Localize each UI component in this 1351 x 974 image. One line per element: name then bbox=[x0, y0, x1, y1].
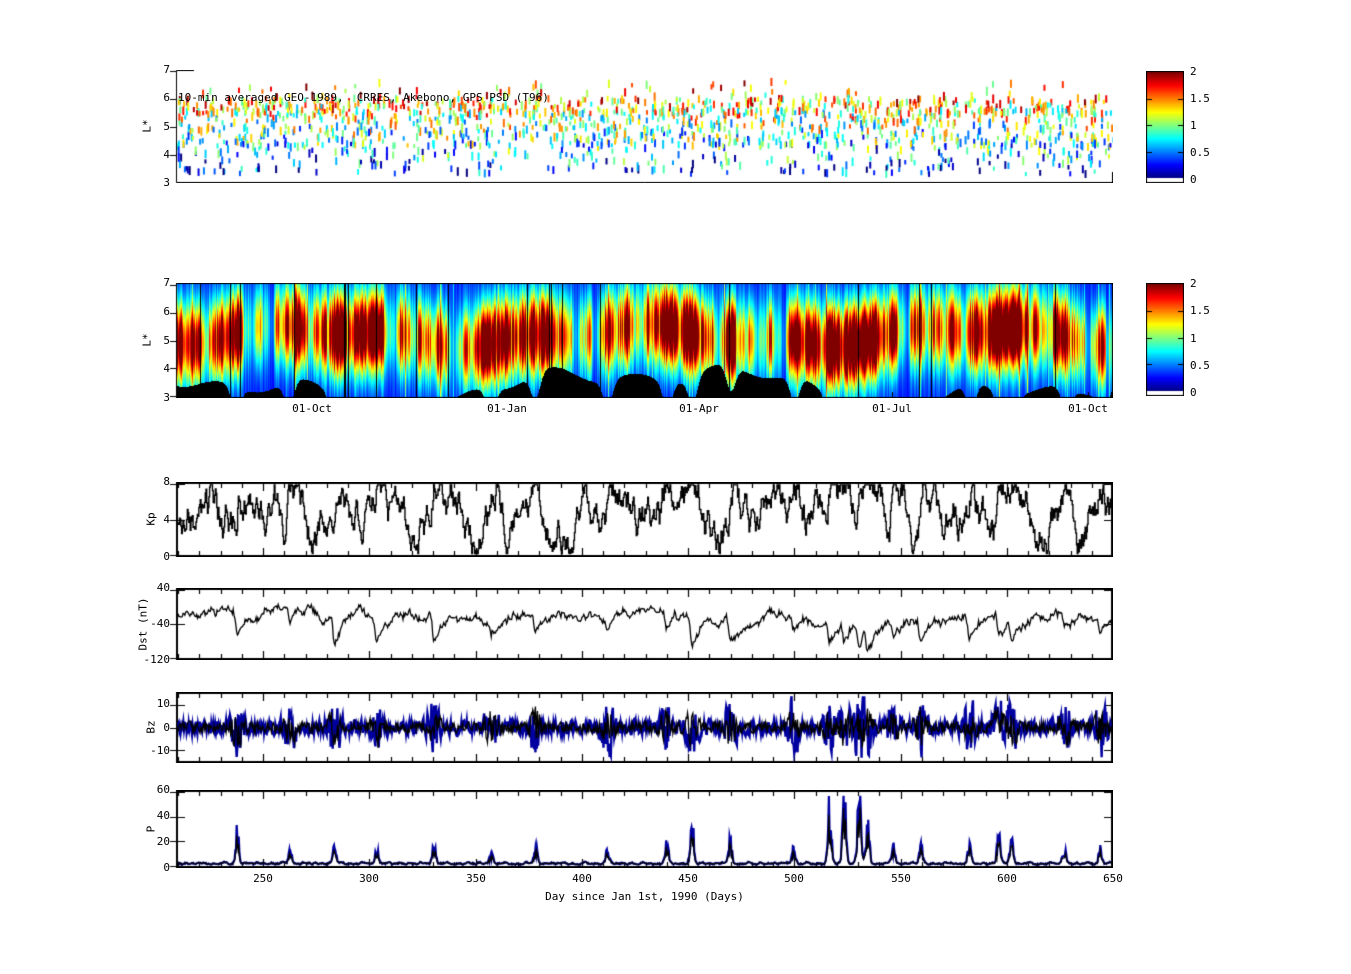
ytick-lstar2-7: 7 bbox=[163, 276, 170, 289]
p-panel bbox=[164, 790, 1113, 868]
colorbar2-tick-0: 0 bbox=[1190, 386, 1197, 399]
date-tick-01-Jul: 01-Jul bbox=[872, 402, 912, 415]
ytick-lstar2-3: 3 bbox=[163, 391, 170, 404]
kp-panel bbox=[164, 482, 1113, 557]
ytick-lstar2-6: 6 bbox=[163, 305, 170, 318]
ytick-dst--120: -120 bbox=[143, 653, 171, 666]
dst-panel bbox=[164, 588, 1113, 660]
date-tick-01-Jan: 01-Jan bbox=[487, 402, 527, 415]
day-tick-650: 650 bbox=[1103, 872, 1123, 885]
colorbar-middle bbox=[1146, 283, 1184, 396]
ytick-dst-40: 40 bbox=[156, 581, 170, 594]
ytick-lstar-3: 3 bbox=[163, 176, 170, 189]
ytick-lstar-5: 5 bbox=[163, 120, 170, 133]
day-tick-350: 350 bbox=[466, 872, 486, 885]
date-tick-01-Oct: 01-Oct bbox=[292, 402, 332, 415]
colorbar2-tick-0.5: 0.5 bbox=[1190, 359, 1210, 372]
colorbar1-tick-0.5: 0.5 bbox=[1190, 146, 1210, 159]
day-tick-300: 300 bbox=[359, 872, 379, 885]
date-tick-01-Apr: 01-Apr bbox=[679, 402, 719, 415]
x-axis-title: Day since Jan 1st, 1990 (Days) bbox=[545, 890, 744, 903]
ytick-lstar2-5: 5 bbox=[163, 334, 170, 347]
colorbar-top bbox=[1146, 71, 1184, 183]
plot-title: 10-min averaged GEO-1989, CRRES, Akebono… bbox=[178, 91, 549, 104]
day-tick-450: 450 bbox=[678, 872, 698, 885]
colorbar1-tick-0: 0 bbox=[1190, 173, 1197, 186]
date-tick-01-Oct: 01-Oct bbox=[1068, 402, 1108, 415]
ylabel-bz: Bz bbox=[144, 720, 158, 734]
ytick-bz-10: 10 bbox=[156, 697, 170, 710]
bz-panel bbox=[164, 692, 1113, 763]
ytick-lstar-7: 7 bbox=[163, 63, 170, 76]
day-tick-600: 600 bbox=[997, 872, 1017, 885]
ytick-p-20: 20 bbox=[156, 835, 170, 848]
ytick-dst--40: -40 bbox=[150, 617, 170, 630]
ytick-p-0: 0 bbox=[163, 861, 170, 874]
day-tick-550: 550 bbox=[891, 872, 911, 885]
ytick-lstar2-4: 4 bbox=[163, 362, 170, 375]
day-tick-400: 400 bbox=[572, 872, 592, 885]
ylabel-kp: Kp bbox=[144, 512, 158, 526]
colorbar2-tick-1.5: 1.5 bbox=[1190, 304, 1210, 317]
ylabel-lstar-scatter: L* bbox=[140, 119, 154, 133]
ytick-p-40: 40 bbox=[156, 809, 170, 822]
ytick-bz--10: -10 bbox=[150, 744, 170, 757]
ylabel-dst: Dst (nT) bbox=[136, 597, 150, 651]
psd-scatter-panel bbox=[164, 70, 1113, 183]
ytick-kp-8: 8 bbox=[163, 475, 170, 488]
day-tick-500: 500 bbox=[784, 872, 804, 885]
colorbar1-tick-1.5: 1.5 bbox=[1190, 92, 1210, 105]
ytick-p-60: 60 bbox=[156, 783, 170, 796]
colorbar1-tick-2: 2 bbox=[1190, 65, 1197, 78]
colorbar2-tick-1: 1 bbox=[1190, 332, 1197, 345]
ytick-kp-4: 4 bbox=[163, 513, 170, 526]
ytick-lstar-4: 4 bbox=[163, 148, 170, 161]
ytick-lstar-6: 6 bbox=[163, 91, 170, 104]
ylabel-lstar-spectrogram: L* bbox=[140, 333, 154, 347]
ytick-kp-0: 0 bbox=[163, 550, 170, 563]
colorbar2-tick-2: 2 bbox=[1190, 277, 1197, 290]
ytick-bz-0: 0 bbox=[163, 721, 170, 734]
colorbar1-tick-1: 1 bbox=[1190, 119, 1197, 132]
psd-spectrogram-panel bbox=[164, 283, 1113, 398]
ylabel-p: P bbox=[144, 825, 158, 833]
day-tick-250: 250 bbox=[253, 872, 273, 885]
